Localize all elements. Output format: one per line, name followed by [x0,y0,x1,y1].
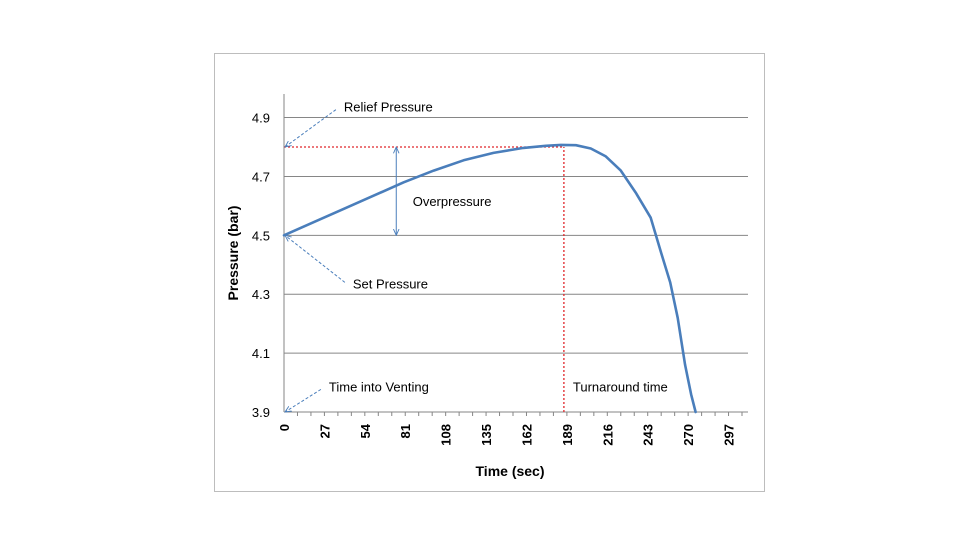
annotations: Relief Pressure Overpressure Set Pressure T… [285,100,668,412]
x-tick-label: 216 [600,424,615,446]
x-tick-label: 162 [519,424,534,446]
y-tick-label: 4.1 [252,346,270,361]
x-tick-label: 135 [479,424,494,446]
y-tick-label: 4.3 [252,287,270,302]
x-tick-label: 270 [681,424,696,446]
x-tick-label: 27 [317,424,332,438]
annotation-label: Time into Venting [329,379,429,394]
y-tick-label: 4.9 [252,111,270,126]
annotation-arrow [285,109,337,147]
x-axis-title: Time (sec) [476,463,545,479]
y-tick-label: 4.7 [252,169,270,184]
y-tick-label: 3.9 [252,405,270,420]
annotation-arrow [285,235,346,283]
x-tick-label: 0 [277,424,292,431]
pressure-series-line [282,143,697,414]
x-tick-label: 108 [439,424,454,446]
y-tick-label: 4.5 [252,228,270,243]
x-tick-label: 297 [722,424,737,446]
annotation-label: Set Pressure [353,276,428,291]
x-tick-label: 243 [641,424,656,446]
x-tick-label: 54 [358,423,373,438]
reference-lines [284,146,565,412]
series-layer [282,143,697,414]
annotation-arrow [285,388,322,412]
x-tick-label: 189 [560,424,575,446]
gridlines [284,117,748,413]
annotation-label: Overpressure [413,194,492,209]
y-axis-title: Pressure (bar) [225,206,241,301]
annotation-label: Relief Pressure [344,100,433,115]
annotation-label: Turnaround time [573,379,668,394]
chart-frame [214,53,765,492]
axes: 3.9 4.1 4.3 4.5 4.7 4.9 0 27 54 81 108 135 162 189 216… [252,94,748,446]
x-tick-label: 81 [398,424,413,438]
